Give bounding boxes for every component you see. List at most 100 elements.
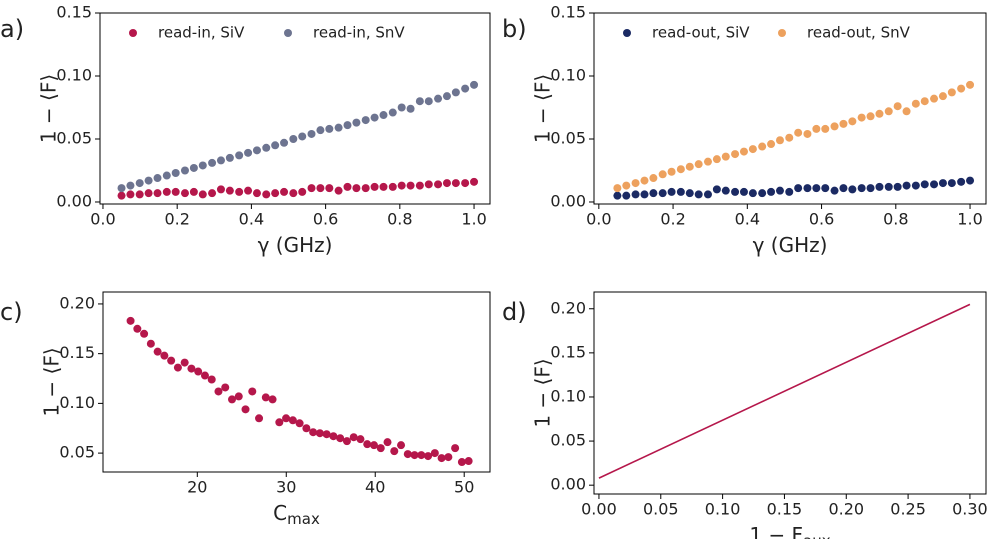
point xyxy=(424,452,433,461)
point xyxy=(126,181,135,190)
point xyxy=(271,141,280,150)
plot-frame xyxy=(99,12,491,205)
point xyxy=(947,179,956,188)
x-tick-label: 0.10 xyxy=(705,500,741,519)
point xyxy=(649,174,658,183)
point xyxy=(298,187,307,196)
x-axis-label: γ (GHz) xyxy=(753,233,828,257)
point xyxy=(461,84,470,93)
point xyxy=(434,94,443,103)
point xyxy=(613,184,622,193)
x-tick-label: 0.0 xyxy=(90,210,115,229)
point xyxy=(322,430,331,439)
legend-label: read-out, SnV xyxy=(807,24,911,42)
point xyxy=(767,140,776,149)
y-tick-label: 0.05 xyxy=(550,431,586,450)
point xyxy=(631,190,640,199)
point xyxy=(938,92,947,101)
y-tick-label: 0.00 xyxy=(550,191,586,210)
point xyxy=(417,451,426,460)
point xyxy=(282,414,291,423)
point xyxy=(117,191,126,200)
point xyxy=(461,179,470,188)
point xyxy=(144,189,153,198)
y-tick-label: 0.05 xyxy=(59,443,95,462)
point xyxy=(228,395,236,404)
point xyxy=(424,180,433,189)
point xyxy=(911,181,920,190)
x-axis-label: Cmax xyxy=(273,501,320,528)
point xyxy=(966,80,975,89)
point xyxy=(187,364,196,373)
point xyxy=(135,179,144,188)
point xyxy=(214,387,223,396)
x-tick-label: 0.6 xyxy=(313,210,338,229)
point xyxy=(739,187,748,196)
x-tick-label: 0.20 xyxy=(828,500,864,519)
x-tick-label: 0.8 xyxy=(387,210,412,229)
x-tick-label: 0.4 xyxy=(239,210,264,229)
x-axis-label-sub: aux xyxy=(803,532,831,539)
point xyxy=(424,97,433,106)
point xyxy=(336,434,345,443)
y-tick-label: 0.15 xyxy=(550,3,586,22)
point xyxy=(343,182,352,191)
x-tick-label: 50 xyxy=(454,478,474,497)
point xyxy=(902,107,911,116)
point xyxy=(685,162,694,171)
point xyxy=(640,176,649,185)
point xyxy=(379,182,388,191)
point xyxy=(930,180,939,189)
point xyxy=(397,103,406,112)
point xyxy=(325,124,334,133)
point xyxy=(444,453,453,462)
point xyxy=(911,99,920,108)
point xyxy=(180,189,189,198)
legend-label: read-in, SnV xyxy=(313,24,405,42)
point xyxy=(189,187,198,196)
point xyxy=(397,181,406,190)
point xyxy=(352,118,361,127)
point xyxy=(920,97,929,106)
point xyxy=(803,184,812,193)
point xyxy=(848,185,857,194)
point xyxy=(133,324,142,333)
point xyxy=(295,419,304,428)
point xyxy=(794,128,803,137)
point xyxy=(153,347,162,356)
panel-label: b) xyxy=(502,15,527,43)
point xyxy=(261,393,270,402)
point xyxy=(144,176,153,185)
x-axis-label: γ (GHz) xyxy=(258,233,333,257)
point xyxy=(821,184,830,193)
point xyxy=(857,184,866,193)
point xyxy=(875,182,884,191)
point xyxy=(866,112,875,121)
point xyxy=(775,186,784,195)
y-tick-label: 0.05 xyxy=(550,128,586,147)
point xyxy=(126,190,135,199)
point xyxy=(352,184,361,193)
line xyxy=(598,303,971,479)
x-tick-label: 0.6 xyxy=(809,210,834,229)
point xyxy=(464,457,473,466)
y-axis-label: 1 − ⟨F⟩ xyxy=(40,347,64,416)
point xyxy=(649,189,658,198)
point xyxy=(884,107,893,116)
point xyxy=(369,441,378,450)
point xyxy=(712,185,721,194)
point xyxy=(803,129,812,138)
point xyxy=(875,109,884,118)
point xyxy=(225,153,234,162)
x-tick-label: 0.4 xyxy=(735,210,760,229)
point xyxy=(721,186,730,195)
point xyxy=(153,174,162,183)
point xyxy=(298,132,307,141)
point xyxy=(830,186,839,195)
point xyxy=(947,88,956,97)
x-tick-label: 0.2 xyxy=(164,210,189,229)
point xyxy=(160,351,169,360)
point xyxy=(329,432,338,441)
point xyxy=(334,186,343,195)
